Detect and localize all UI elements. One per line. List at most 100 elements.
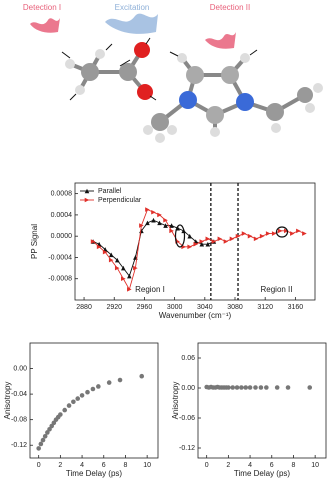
data-point [71, 399, 76, 405]
legend-marker [84, 197, 90, 203]
region-label: Region II [260, 285, 292, 294]
x-axis-title: Wavenumber (cm⁻¹) [159, 311, 232, 320]
data-point [38, 441, 44, 447]
data-point [42, 433, 48, 439]
data-point [193, 241, 199, 247]
x-tick-label: 2 [58, 462, 62, 469]
data-point [127, 273, 132, 279]
x-tick-label: 3120 [257, 304, 273, 311]
y-tick-label: 0.06 [181, 355, 195, 362]
x-axis-title: Time Delay (ps) [234, 469, 290, 478]
y-tick-label: -0.0004 [48, 254, 72, 261]
data-point [253, 236, 259, 242]
data-point [108, 257, 114, 263]
data-point [205, 241, 211, 247]
data-point [75, 396, 81, 401]
data-point [239, 385, 244, 390]
y-tick-label: -0.08 [11, 417, 27, 424]
data-point [151, 209, 156, 215]
x-tick-label: 0 [205, 462, 209, 469]
x-tick-label: 2880 [76, 304, 92, 311]
data-point [96, 244, 102, 250]
data-point [90, 386, 96, 392]
data-point [302, 231, 307, 236]
highlight-circle [174, 224, 186, 248]
x-axis-title: Time Delay (ps) [66, 469, 122, 478]
data-point [133, 265, 138, 271]
plot-frame [29, 342, 159, 459]
series-line [92, 219, 215, 278]
x-tick-label: 2 [226, 462, 230, 469]
data-point [265, 231, 271, 236]
x-tick-label: 3080 [227, 304, 243, 311]
data-point [114, 265, 120, 271]
x-tick-label: 3160 [288, 304, 304, 311]
data-point [259, 233, 265, 239]
legend-marker [84, 188, 90, 194]
data-point [234, 385, 240, 390]
y-axis-title: PP Signal [30, 224, 39, 259]
data-point [79, 393, 85, 398]
y-tick-label: -0.04 [11, 391, 27, 398]
data-point [106, 380, 112, 385]
data-point [157, 220, 162, 226]
label-detection-2: Detection II [210, 3, 250, 12]
pulse-detection-2 [205, 32, 236, 49]
y-tick-label: -0.0008 [48, 276, 72, 283]
data-point [205, 236, 211, 242]
data-point [121, 265, 126, 271]
y-tick-label: -0.06 [179, 415, 195, 422]
data-point [157, 212, 162, 218]
data-point [217, 236, 223, 242]
data-point [187, 233, 193, 239]
atoms [65, 42, 323, 143]
x-tick-label: 2960 [137, 304, 153, 311]
data-point [114, 257, 120, 263]
data-point [229, 236, 235, 242]
y-axis-title: Anisotropy [3, 382, 12, 420]
legend-label: Parallel [98, 188, 122, 195]
series-line [92, 208, 305, 291]
plot-frame [74, 182, 316, 301]
pulse-detection-1 [30, 18, 60, 33]
data-point [127, 287, 132, 292]
data-point [62, 407, 68, 413]
data-point [108, 252, 114, 258]
data-point [199, 239, 205, 244]
data-point [284, 228, 289, 234]
label-detection-1: Detection I [23, 3, 61, 12]
data-point [36, 446, 41, 451]
x-tick-label: 2920 [106, 304, 122, 311]
data-point [296, 228, 301, 234]
data-point [85, 389, 90, 395]
data-point [139, 223, 144, 228]
data-point [271, 231, 277, 236]
data-point [145, 220, 150, 226]
data-point [235, 233, 241, 239]
x-tick-label: 4 [248, 462, 252, 469]
data-point [117, 377, 123, 383]
data-point [66, 403, 72, 408]
data-point [277, 228, 283, 234]
legend-label: Perpendicular [98, 197, 142, 204]
data-point [253, 385, 258, 390]
x-tick-label: 6 [270, 462, 274, 469]
data-point [139, 373, 145, 379]
label-excitation: Excitation [115, 3, 150, 12]
y-tick-label: 0.0000 [51, 233, 73, 240]
data-point [223, 239, 229, 244]
data-point [102, 249, 108, 255]
data-point [307, 385, 313, 390]
data-point [285, 385, 291, 390]
y-tick-label: 0.0004 [51, 212, 73, 219]
x-tick-label: 3040 [197, 304, 213, 311]
region-label: Region I [135, 285, 165, 294]
y-tick-label: -0.12 [179, 445, 195, 452]
data-point [211, 239, 217, 244]
data-point [145, 207, 150, 212]
y-tick-label: 0.0008 [51, 190, 73, 197]
x-tick-label: 4 [80, 462, 84, 469]
y-tick-label: -0.12 [11, 442, 27, 449]
data-point [247, 233, 253, 239]
x-tick-label: 10 [311, 462, 319, 469]
